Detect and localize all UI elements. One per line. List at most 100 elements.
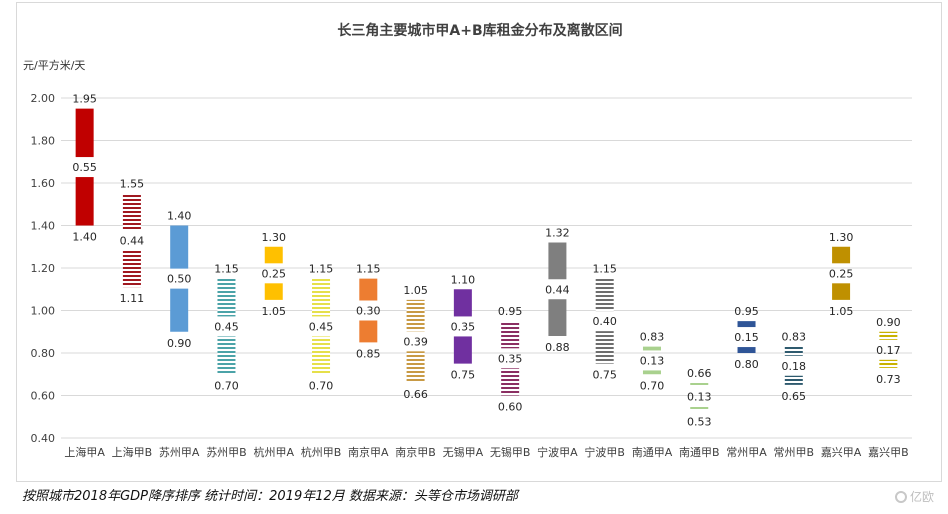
data-label-max: 0.95	[734, 305, 759, 318]
data-label-max: 1.40	[167, 210, 192, 223]
data-label-max: 1.05	[403, 284, 428, 297]
data-label-range: 0.44	[545, 283, 570, 296]
y-tick-label: 1.40	[31, 220, 56, 233]
data-label-min: 0.65	[782, 390, 807, 403]
data-label-min: 0.90	[167, 337, 192, 350]
x-tick-label: 南通甲A	[632, 446, 673, 459]
data-label-max: 1.15	[356, 263, 381, 276]
bar-upper-17	[879, 331, 898, 340]
watermark: 亿欧	[894, 488, 934, 505]
watermark-logo-icon	[894, 491, 907, 503]
data-label-max: 1.10	[451, 273, 476, 286]
data-label-range: 0.25	[829, 267, 854, 280]
data-label-range: 0.25	[262, 267, 287, 280]
data-label-min: 0.70	[640, 379, 665, 392]
bar-lower-10	[548, 299, 567, 336]
data-label-max: 1.15	[592, 263, 617, 276]
x-tick-label: 上海甲A	[64, 445, 105, 459]
bar-upper-14	[737, 321, 756, 328]
bar-upper-6	[359, 278, 378, 301]
bar-lower-5	[312, 336, 331, 375]
data-label-range: 0.30	[356, 305, 381, 318]
bar-upper-1	[122, 193, 141, 231]
x-tick-label: 上海甲B	[112, 445, 153, 459]
data-label-range: 0.17	[876, 344, 901, 357]
data-label-min: 0.60	[498, 401, 523, 414]
data-label-range: 0.35	[498, 352, 523, 365]
data-label-min: 1.05	[262, 305, 287, 318]
x-tick-label: 南京甲A	[348, 445, 389, 459]
data-label-range: 0.13	[640, 354, 665, 367]
data-label-max: 0.83	[782, 331, 807, 344]
chart-frame: 长三角主要城市甲A+B库租金分布及离散区间 元/平方米/天 0.40 0.60 0.80…	[16, 2, 942, 482]
x-tick-label: 南京甲B	[395, 445, 436, 459]
data-label-min: 1.40	[72, 231, 97, 244]
x-tick-label: 嘉兴甲A	[821, 445, 862, 459]
bar-upper-15	[784, 346, 803, 356]
bar-upper-0	[75, 108, 94, 158]
data-label-min: 0.88	[545, 341, 570, 354]
x-tick-label: 无锡甲A	[443, 445, 484, 459]
bar-lower-13	[690, 406, 709, 411]
x-tick-label: 常州甲A	[726, 446, 767, 459]
data-label-max: 1.30	[829, 231, 854, 244]
bar-upper-12	[642, 346, 661, 351]
x-tick-label: 无锡甲B	[490, 445, 531, 459]
data-label-min: 0.53	[687, 415, 712, 428]
x-tick-label: 杭州甲A	[253, 445, 294, 459]
footnote: 按照城市2018年GDP降序排序 统计时间：2019年12月 数据来源：头等仓市…	[22, 489, 518, 504]
data-label-range: 0.45	[309, 320, 334, 333]
data-label-min: 0.70	[309, 379, 334, 392]
data-label-max: 1.32	[545, 227, 570, 240]
bar-lower-2	[170, 288, 189, 332]
bar-lower-15	[784, 375, 803, 385]
bar-lower-9	[501, 368, 520, 396]
y-tick-label: 0.80	[31, 347, 56, 360]
data-label-range: 0.40	[592, 315, 617, 328]
data-label-max: 0.95	[498, 305, 523, 318]
data-label-range: 0.50	[167, 273, 192, 286]
bar-upper-11	[595, 278, 614, 312]
y-tick-label: 0.40	[31, 432, 56, 445]
data-label-min: 1.05	[829, 305, 854, 318]
bar-lower-1	[122, 250, 141, 288]
bar-lower-3	[217, 336, 236, 375]
data-label-min: 0.73	[876, 373, 901, 386]
data-label-range: 0.15	[734, 331, 759, 344]
bar-upper-10	[548, 242, 567, 280]
y-tick-label: 0.60	[31, 390, 56, 403]
x-tick-label: 杭州甲B	[301, 445, 342, 459]
x-tick-label: 常州甲B	[774, 446, 815, 459]
x-tick-label: 苏州甲A	[159, 446, 200, 459]
bar-lower-8	[453, 336, 472, 364]
bar-lower-6	[359, 320, 378, 343]
x-tick-label: 宁波甲A	[537, 445, 578, 459]
bar-upper-7	[406, 299, 425, 332]
bar-lower-11	[595, 331, 614, 364]
data-label-min: 0.70	[214, 379, 239, 392]
x-tick-label: 嘉兴甲B	[868, 445, 909, 459]
y-axis-label: 元/平方米/天	[23, 58, 85, 72]
data-label-max: 1.15	[214, 263, 239, 276]
data-label-max: 0.83	[640, 331, 665, 344]
data-label-max: 1.55	[120, 178, 145, 191]
y-tick-label: 1.20	[31, 262, 56, 275]
bar-lower-0	[75, 177, 94, 226]
bar-upper-4	[264, 246, 283, 264]
bar-upper-8	[453, 289, 472, 317]
data-label-max: 1.15	[309, 263, 334, 276]
data-label-max: 0.66	[687, 367, 712, 380]
data-label-min: 0.80	[734, 358, 759, 371]
data-label-range: 0.45	[214, 320, 239, 333]
data-label-range: 0.39	[403, 335, 428, 348]
bar-upper-5	[312, 278, 331, 317]
y-tick-label: 1.00	[31, 305, 56, 318]
y-tick-label: 1.60	[31, 177, 56, 190]
bar-upper-13	[690, 382, 709, 387]
data-label-max: 1.30	[262, 231, 287, 244]
data-label-min: 0.75	[592, 369, 617, 382]
bar-upper-9	[501, 321, 520, 349]
y-tick-label: 2.00	[31, 92, 56, 105]
bar-upper-2	[170, 225, 189, 269]
